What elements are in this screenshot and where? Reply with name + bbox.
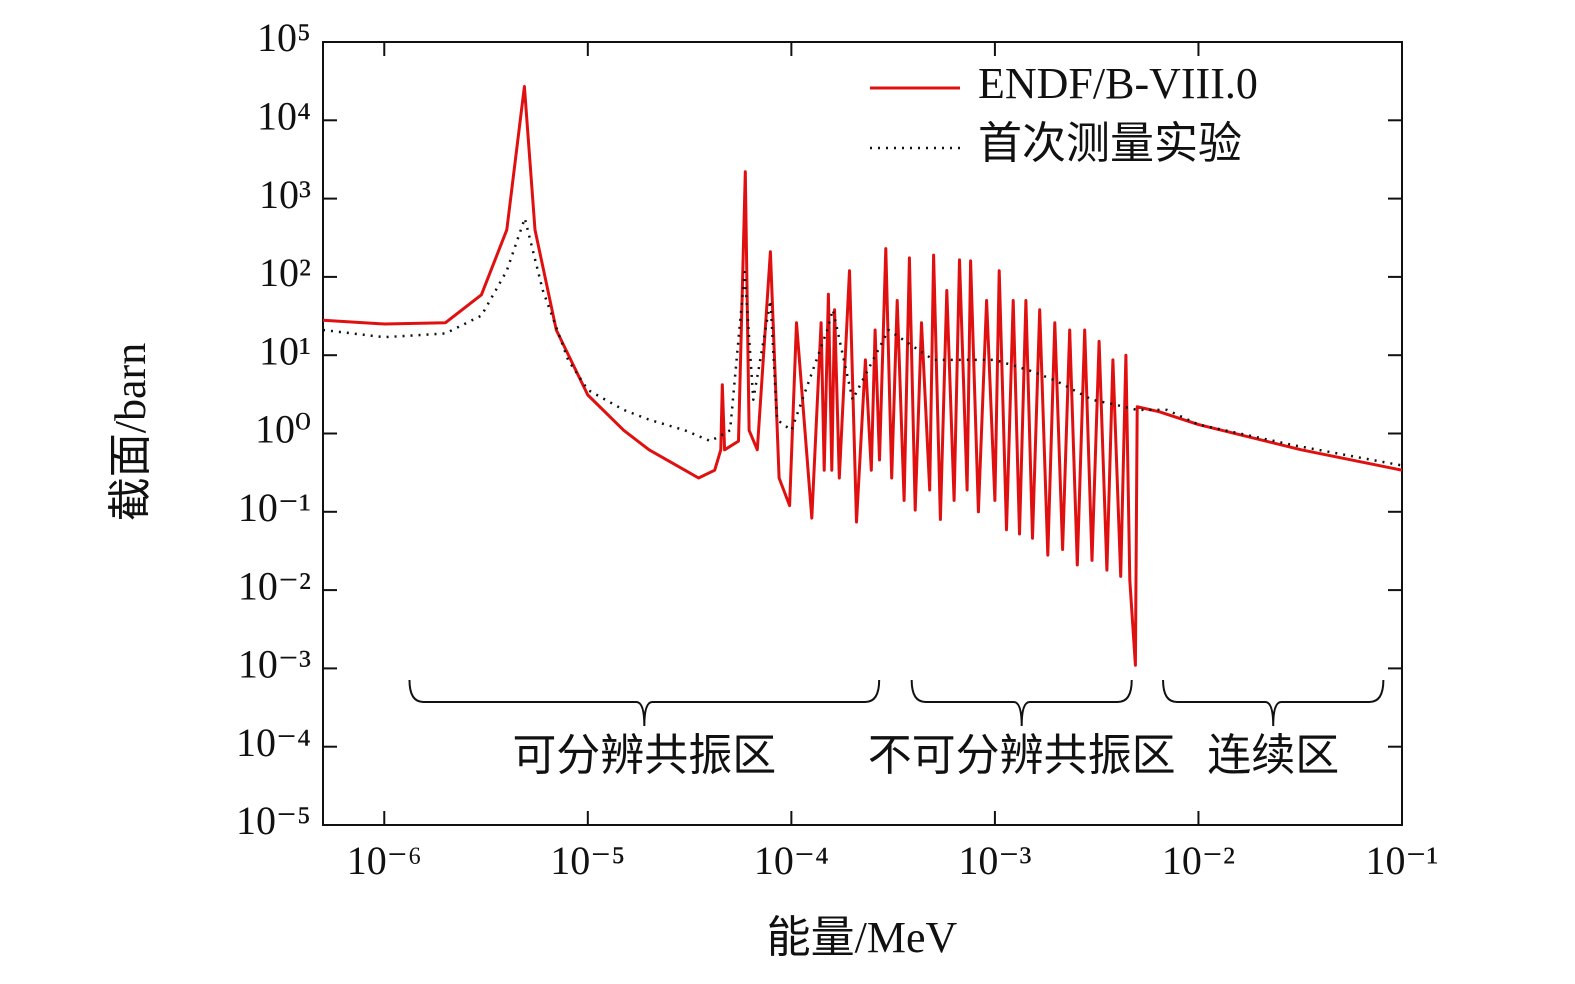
y-tick-label: 10⁴ <box>257 93 311 138</box>
series-line <box>322 217 1403 467</box>
x-tick-label: 10⁻¹ <box>1365 838 1438 883</box>
legend-label: 首次测量实验 <box>978 119 1242 168</box>
x-axis-label: 能量/MeV <box>767 913 958 962</box>
y-tick-label: 10⁻⁴ <box>236 720 311 765</box>
y-tick-label: 10⁵ <box>257 15 311 60</box>
y-tick-label: 10⁰ <box>255 407 311 452</box>
y-tick-label: 10² <box>259 250 311 295</box>
region-brace <box>408 679 881 727</box>
region-label: 可分辨共振区 <box>512 731 776 780</box>
series-line <box>322 85 1403 667</box>
region-label: 连续区 <box>1207 731 1339 780</box>
y-tick-label: 10³ <box>259 172 311 217</box>
region-brace <box>910 679 1133 727</box>
x-tick-label: 10⁻⁴ <box>754 838 829 883</box>
y-tick-label: 10¹ <box>259 328 311 373</box>
x-tick-label: 10⁻⁵ <box>550 838 625 883</box>
legend-label: ENDF/B-VIII.0 <box>978 59 1258 108</box>
y-tick-label: 10⁻³ <box>238 642 311 687</box>
y-tick-label: 10⁻² <box>238 563 311 608</box>
x-tick-label: 10⁻³ <box>958 838 1031 883</box>
x-tick-label: 10⁻⁶ <box>347 838 422 883</box>
region-brace <box>1162 679 1385 727</box>
y-axis-label: 截面/barn <box>106 343 155 521</box>
y-tick-label: 10⁻¹ <box>238 485 311 530</box>
x-tick-label: 10⁻² <box>1162 838 1235 883</box>
y-tick-label: 10⁻⁵ <box>236 798 311 843</box>
region-label: 不可分辨共振区 <box>868 731 1176 780</box>
